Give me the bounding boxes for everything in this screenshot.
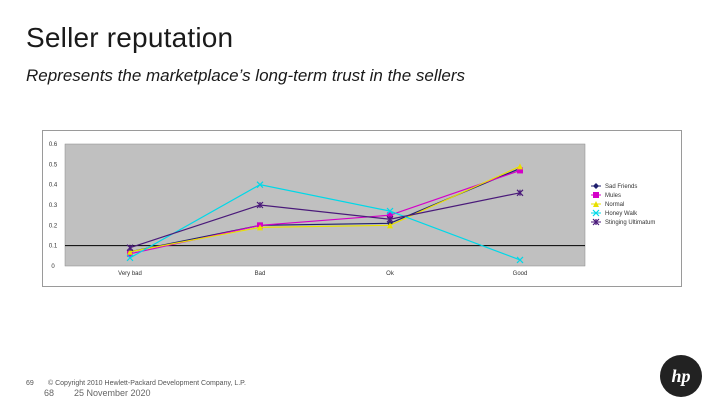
legend-swatch-marker (592, 218, 600, 226)
legend-label: Mules (605, 193, 621, 199)
data-point (386, 207, 394, 215)
x-tick-label: Bad (255, 271, 266, 277)
y-tick-label: 0.2 (49, 223, 58, 229)
series-line (129, 184, 521, 261)
data-point (387, 212, 393, 219)
data-point (256, 201, 264, 209)
legend-label: Sad Friends (605, 184, 637, 190)
legend-label: Honey Walk (605, 211, 638, 217)
legend-label: Normal (605, 202, 624, 208)
footer-date: 25 November 2020 (74, 388, 151, 398)
data-point (516, 256, 524, 264)
y-tick-label: 0.6 (49, 142, 58, 148)
footer-copyright: © Copyright 2010 Hewlett-Packard Develop… (48, 380, 246, 387)
legend-swatch-marker (593, 201, 599, 207)
y-tick-label: 0.3 (49, 203, 58, 209)
page-title: Seller reputation (26, 22, 234, 53)
data-point (517, 167, 523, 174)
footer-page-number: 69 (26, 380, 34, 387)
data-point (517, 163, 523, 170)
x-tick-label: Ok (386, 271, 395, 277)
x-tick-label: Very bad (118, 271, 142, 277)
data-point (126, 254, 134, 262)
data-point (387, 222, 393, 229)
y-tick-label: 0.5 (49, 162, 58, 168)
footer-slide-number: 68 (44, 388, 55, 398)
line-chart: 0 0.1 0.2 0.3 0.4 0.5 0.6 Very bad Bad Ok Good Sad … (42, 130, 682, 287)
data-point (127, 248, 133, 255)
plot-area (64, 143, 586, 267)
legend-label: Stinging Ultimatum (605, 220, 655, 226)
data-point (516, 189, 524, 197)
series-line (129, 192, 521, 249)
series-line (129, 165, 521, 253)
y-tick-label: 0.1 (49, 244, 58, 250)
data-point (256, 181, 264, 189)
legend-swatch-marker (593, 192, 599, 198)
x-tick-label: Good (513, 271, 528, 277)
data-point (386, 215, 394, 223)
legend-swatch-marker (592, 209, 600, 217)
legend-swatch-marker (593, 183, 599, 189)
hp-logo: hp (660, 355, 702, 397)
y-tick-label: 0.4 (49, 183, 58, 189)
y-tick-label: 0 (51, 264, 55, 270)
data-point (257, 224, 263, 231)
page-subtitle: Represents the marketplace’s long-term t… (26, 66, 466, 85)
data-point (126, 244, 134, 252)
chart-canvas: 0 0.1 0.2 0.3 0.4 0.5 0.6 Very bad Bad Ok Good Sad … (49, 142, 656, 277)
